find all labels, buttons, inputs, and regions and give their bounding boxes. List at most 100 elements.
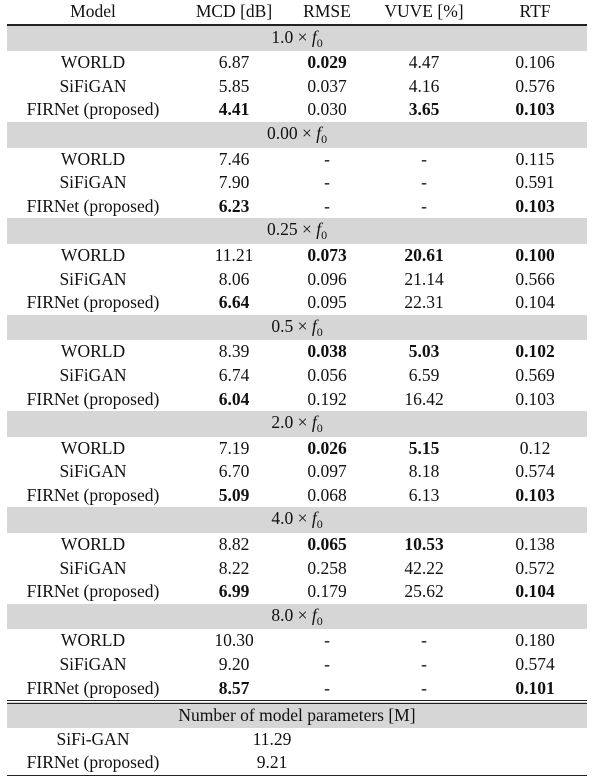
table-row: FIRNet (proposed) 6.23 - - 0.103 — [7, 195, 587, 219]
factor-value: 8.0 — [271, 604, 294, 625]
cell-vuve: 16.42 — [404, 388, 444, 409]
cell-model: WORLD — [60, 341, 126, 362]
cell-rtf: 0.574 — [515, 654, 555, 675]
cell-rmse: 0.068 — [307, 484, 347, 505]
table-row: SiFiGAN 9.20 - - 0.574 — [7, 653, 587, 677]
cell-rmse: 0.030 — [307, 99, 347, 120]
cell-rtf: 0.115 — [515, 148, 555, 169]
cell-rmse: 0.095 — [307, 292, 347, 313]
table-row: FIRNet (proposed) 6.99 0.179 25.62 0.104 — [7, 580, 587, 604]
cell-vuve: 22.31 — [404, 292, 444, 313]
cell-model: SiFiGAN — [59, 75, 127, 96]
cell-rtf: 0.12 — [519, 437, 551, 458]
section-header-row: 8.0 × f0 — [7, 603, 587, 630]
cell-model: FIRNet (proposed) — [26, 292, 160, 313]
cell-rtf: 0.103 — [515, 195, 555, 216]
section-header-row: 2.0 × f0 — [7, 411, 587, 437]
section-header-row: 0.5 × f0 — [7, 314, 587, 341]
cell-mcd: 6.64 — [218, 292, 250, 313]
cell-vuve: 4.47 — [408, 52, 440, 73]
cell-vuve: 42.22 — [404, 557, 444, 578]
cell-rtf: 0.576 — [515, 75, 555, 96]
cell-mcd: 6.87 — [218, 52, 250, 73]
table-row: WORLD 8.39 0.038 5.03 0.102 — [7, 340, 587, 364]
cell-mcd: 8.57 — [218, 677, 250, 698]
cell-rtf: 0.566 — [515, 268, 555, 289]
cell-rmse: 0.258 — [307, 557, 347, 578]
section-header-row: 0.00 × f0 — [7, 121, 587, 148]
cell-rmse: - — [324, 148, 330, 169]
table-row: WORLD 7.46 - - 0.115 — [7, 148, 587, 172]
table-row: FIRNet (proposed) 6.64 0.095 22.31 0.104 — [7, 291, 587, 315]
cell-vuve: - — [421, 172, 427, 193]
cell-vuve: - — [421, 195, 427, 216]
table-row: SiFiGAN 7.90 - - 0.591 — [7, 171, 587, 195]
cell-vuve: - — [421, 677, 427, 698]
cell-rtf: 0.104 — [515, 292, 555, 313]
factor-value: 0.25 — [266, 219, 298, 240]
section-factor-label: 4.0 × f0 — [7, 507, 587, 534]
cell-model: FIRNet (proposed) — [26, 195, 160, 216]
cell-model: SiFiGAN — [59, 654, 127, 675]
f0-symbol: f0 — [311, 604, 323, 628]
table-row: WORLD 8.82 0.065 10.53 0.138 — [7, 533, 587, 557]
header-rtf: RTF — [483, 0, 587, 26]
params-model: FIRNet (proposed) — [7, 751, 179, 776]
params-value: 11.29 — [252, 728, 292, 749]
cell-vuve: 21.14 — [404, 268, 444, 289]
params-row: FIRNet (proposed) 9.21 — [7, 751, 587, 776]
cell-model: WORLD — [60, 52, 126, 73]
cell-rtf: 0.103 — [515, 99, 555, 120]
cell-rmse: 0.097 — [307, 461, 347, 482]
f0-symbol: f0 — [316, 219, 328, 243]
cell-rmse: 0.073 — [307, 244, 347, 265]
cell-rmse: 0.096 — [307, 268, 347, 289]
cell-model: SiFiGAN — [59, 268, 127, 289]
cell-mcd: 6.04 — [218, 388, 250, 409]
cell-model: SiFiGAN — [59, 557, 127, 578]
factor-value: 4.0 — [271, 508, 294, 529]
cell-vuve: 4.16 — [408, 75, 440, 96]
cell-mcd: 6.70 — [218, 461, 250, 482]
cell-rmse: - — [324, 630, 330, 651]
cell-model: WORLD — [60, 437, 126, 458]
section-factor-label: 0.5 × f0 — [7, 314, 587, 341]
params-value: 9.21 — [179, 751, 365, 776]
header-mcd: MCD [dB] — [179, 0, 289, 26]
table-row: SiFiGAN 6.74 0.056 6.59 0.569 — [7, 364, 587, 388]
header-rmse: RMSE — [289, 0, 365, 26]
cell-mcd: 10.30 — [214, 630, 254, 651]
cell-vuve: 10.53 — [404, 534, 444, 555]
cell-model: FIRNet (proposed) — [26, 99, 160, 120]
table-row: FIRNet (proposed) 6.04 0.192 16.42 0.103 — [7, 388, 587, 412]
section-header-row: 4.0 × f0 — [7, 507, 587, 534]
cell-model: FIRNet (proposed) — [26, 581, 160, 602]
cell-mcd: 7.90 — [218, 172, 250, 193]
cell-vuve: 8.18 — [408, 461, 440, 482]
params-model: SiFi-GAN — [56, 728, 130, 749]
cell-rmse: 0.026 — [307, 437, 347, 458]
cell-mcd: 8.82 — [218, 534, 250, 555]
cell-rtf: 0.106 — [515, 52, 555, 73]
cell-rmse: 0.029 — [307, 52, 347, 73]
cell-rtf: 0.102 — [515, 341, 555, 362]
cell-vuve: 25.62 — [404, 581, 444, 602]
cell-model: FIRNet (proposed) — [26, 484, 160, 505]
cell-model: WORLD — [60, 148, 126, 169]
cell-rtf: 0.100 — [515, 244, 555, 265]
table-row: FIRNet (proposed) 8.57 - - 0.101 — [7, 677, 587, 703]
table-body: 1.0 × f0 WORLD 6.87 0.029 4.47 0.106 SiFiGAN 5.… — [7, 24, 587, 776]
cell-mcd: 8.39 — [218, 341, 250, 362]
cell-mcd: 5.85 — [218, 75, 250, 96]
cell-mcd: 5.09 — [218, 484, 250, 505]
cell-mcd: 4.41 — [218, 99, 250, 120]
table-row: WORLD 6.87 0.029 4.47 0.106 — [7, 51, 587, 75]
f0-symbol: f0 — [311, 508, 323, 532]
cell-rtf: 0.138 — [515, 534, 555, 555]
table-row: SiFiGAN 5.85 0.037 4.16 0.576 — [7, 75, 587, 99]
cell-vuve: 6.59 — [408, 364, 440, 385]
cell-rmse: 0.056 — [307, 364, 347, 385]
factor-value: 0.00 — [266, 122, 298, 143]
cell-mcd: 7.46 — [218, 148, 250, 169]
f0-symbol: f0 — [316, 122, 328, 146]
